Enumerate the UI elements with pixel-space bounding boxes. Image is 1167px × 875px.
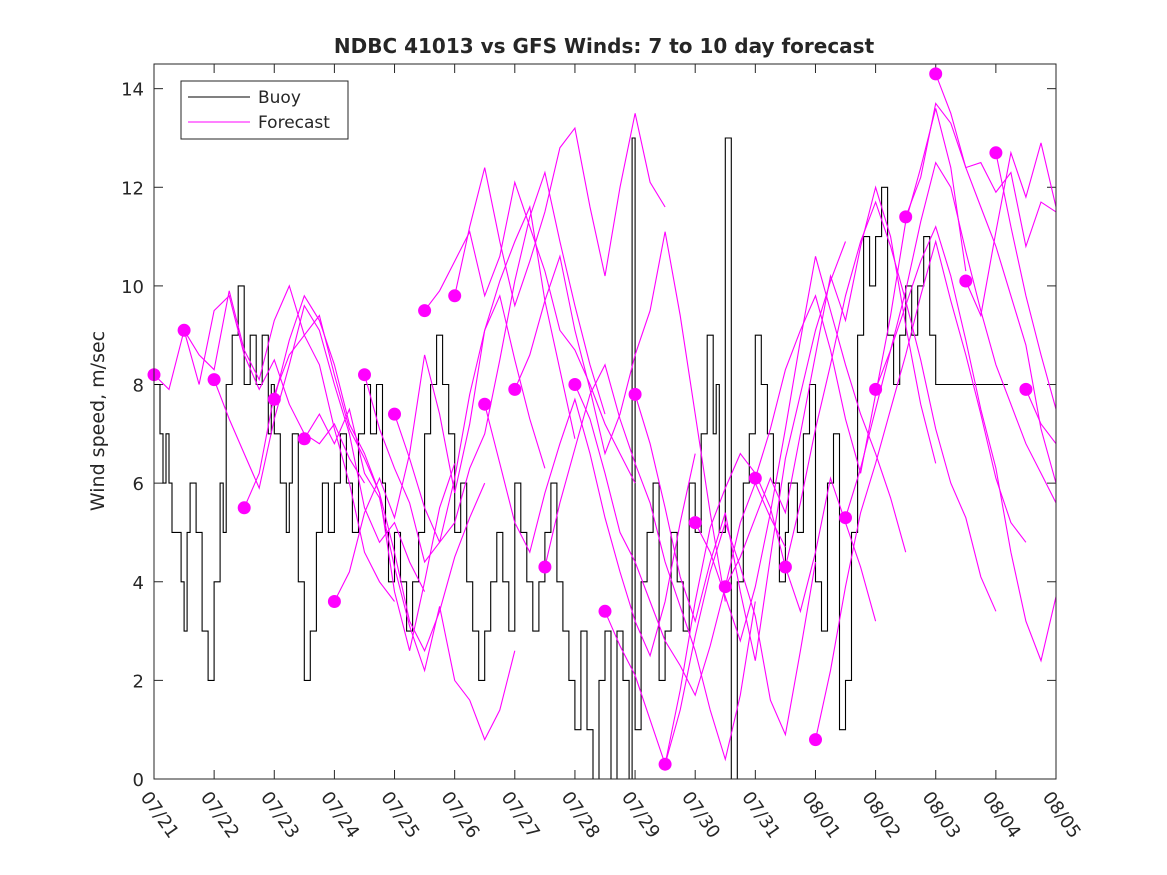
forecast-line [1025,389,1057,445]
forecast-marker [177,323,191,337]
legend-forecast-label: Forecast [258,113,330,133]
forecast-marker [237,501,251,515]
chart-title: NDBC 41013 vs GFS Winds: 7 to 10 day for… [334,34,875,58]
forecast-marker [267,392,281,406]
y-tick-label: 6 [133,474,144,495]
forecast-line [393,170,606,544]
legend: Buoy Forecast [180,80,349,140]
forecast-line [574,384,786,697]
forecast-marker [478,397,492,411]
forecast-marker [899,210,913,224]
forecast-line [514,231,726,602]
forecast-line [273,294,486,653]
forecast-marker [688,516,702,530]
x-tick-label: 07/21 [136,788,183,843]
forecast-line [995,152,1057,410]
forecast-line [153,294,365,484]
y-tick-label: 4 [133,573,144,594]
x-tick-label: 08/05 [1038,788,1085,843]
forecast-line [454,113,666,308]
x-tick-label: 08/04 [978,788,1025,843]
forecast-marker [718,580,732,594]
forecast-line [484,397,696,658]
y-tick-label: 0 [133,770,144,791]
forecast-marker [418,304,432,318]
forecast-line [424,180,636,484]
forecast-marker [1019,382,1033,396]
forecast-marker [598,604,612,618]
forecast-line [935,73,1057,249]
x-tick-label: 07/31 [737,788,784,843]
x-tick-label: 07/30 [677,788,724,843]
forecast-line [965,142,1057,318]
forecast-marker [388,407,401,421]
x-tick-label: 07/25 [376,788,423,843]
forecast-line [213,304,426,592]
x-tick-label: 07/24 [316,788,363,843]
x-tick-label: 08/03 [918,788,965,843]
y-tick-label: 2 [133,671,144,692]
forecast-marker [327,595,341,608]
x-tick-label: 07/26 [437,788,484,843]
x-tick-label: 07/27 [497,788,544,843]
forecast-line [664,452,877,765]
y-tick-label: 8 [133,376,144,397]
forecast-marker [508,382,522,396]
x-tick-label: 07/23 [256,788,303,843]
forecast-line [604,520,817,767]
legend-buoy-label: Buoy [258,88,301,108]
x-tick-label: 07/29 [617,788,664,843]
forecast-line [905,102,1057,484]
forecast-line [814,239,1027,740]
x-tick-label: 08/01 [797,788,844,843]
forecast-line [363,205,576,564]
forecast-marker [538,560,552,574]
forecast-marker [207,373,221,387]
y-tick-label: 12 [121,178,144,199]
forecast-line [333,294,546,602]
forecast-line [544,363,756,762]
forecast-marker [448,289,462,303]
forecast-marker [568,378,582,391]
x-tick-label: 08/02 [858,788,905,843]
forecast-line [694,256,907,643]
forecast-marker [358,368,371,382]
forecast-marker [628,387,642,401]
forecast-marker [748,471,762,485]
forecast-marker [839,511,852,525]
forecast-line [183,284,395,602]
forecast-line [303,407,516,741]
y-axis-label: Wind speed, m/sec [87,331,109,511]
forecast-line [784,200,997,612]
forecast-marker [658,757,672,771]
x-tick-label: 07/22 [196,788,243,843]
forecast-marker [929,67,943,81]
forecast-marker [959,274,973,288]
forecast-marker [989,146,1003,160]
series-layer [147,67,1057,780]
forecast-marker [869,382,883,396]
forecast-marker [809,733,822,747]
forecast-marker [297,432,311,446]
legend-box [180,80,349,140]
y-tick-label: 10 [121,277,144,298]
forecast-line [875,161,1057,504]
x-tick-label: 07/28 [557,788,604,843]
forecast-line [724,185,937,587]
forecast-marker [778,560,792,574]
plot-frame [153,63,1057,780]
forecast-line [634,241,847,661]
y-tick-label: 14 [121,80,144,101]
